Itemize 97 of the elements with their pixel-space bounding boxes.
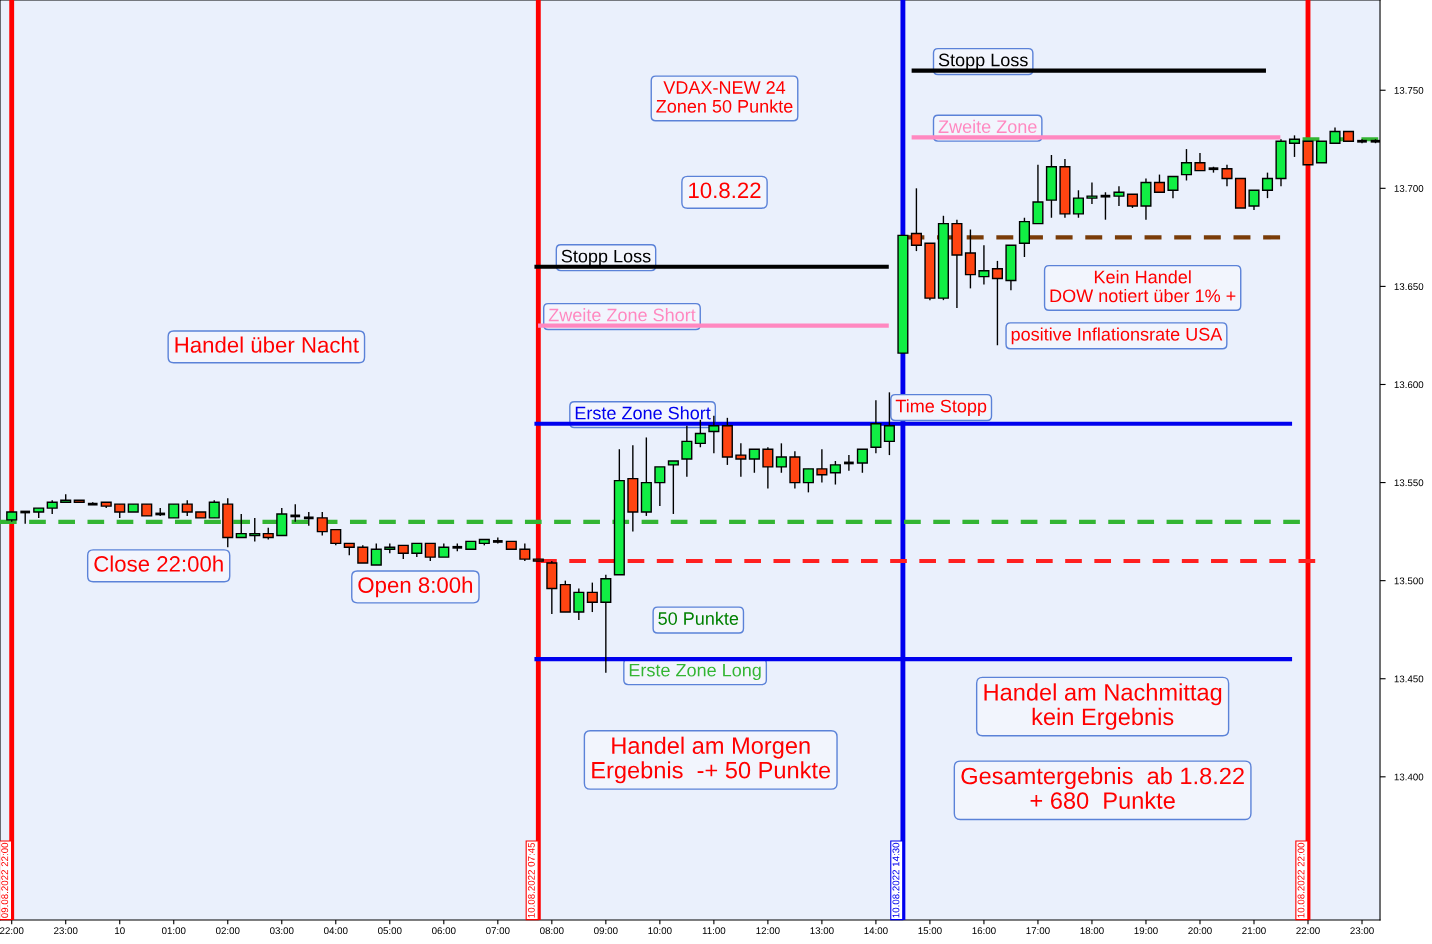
ref-line-label: 10.08.2022 22:00 [1297,842,1305,918]
candlestick [991,260,1003,346]
ref-line-label: 10.08.2022 07:45 [527,842,535,918]
ref-line-label: 10.08.2022 14:30 [892,842,900,918]
x-tick-label: 18:00 [1080,927,1104,935]
candlestick [870,399,882,454]
ref-line-label: 09.08.2022 22:00 [1,842,9,918]
annotation: VDAX-NEW 24 Zonen 50 Punkte [656,81,793,113]
candlestick [1018,217,1030,258]
x-tick-label: 23:00 [1350,927,1374,935]
x-tick-label: 03:00 [269,927,294,935]
x-tick-label: 04:00 [323,927,348,935]
annotation: Close 22:00h [94,555,223,572]
series-label: Erste Zone Long [629,663,761,681]
candlestick [1261,171,1274,199]
candlestick [1248,189,1260,211]
candlestick [235,513,247,539]
candlestick [883,391,895,456]
x-tick-label: 13:00 [810,927,834,935]
series-label: Zweite Zone [938,119,1037,134]
x-tick-label: 22:00 [0,927,24,935]
candlestick [964,228,976,290]
annotation: 50 Punkte [658,611,739,625]
candlestick [694,419,706,448]
candlestick [586,581,598,613]
candlestick [1099,191,1112,221]
x-tick-label: 08:00 [540,927,564,935]
y-tick-label: 13.750 [1394,86,1424,94]
candlestick [816,448,828,484]
x-tick-label: 19:00 [1134,927,1158,935]
x-tick-label: 14:00 [864,927,888,935]
annotation: Time Stopp [895,399,987,416]
y-tick-label: 13.650 [1394,283,1424,291]
candlestick [910,187,922,252]
y-tick-label: 13.400 [1394,773,1424,781]
candlestick [802,468,814,494]
annotation: 10.8.22 [689,182,761,199]
series-label: Zweite Zone Short [548,308,696,322]
candlestick [1140,177,1152,221]
x-tick-label: 12:00 [756,927,780,935]
annotation: Handel am Morgen Ergebnis -+ 50 Punkte [592,736,831,784]
candlestick [735,442,747,478]
candlestick [762,446,774,490]
annotation: Handel über Nacht [175,336,359,353]
candlestick [1302,140,1314,166]
y-tick-label: 13.700 [1394,185,1424,192]
candlestick [654,466,666,507]
x-tick-label: 22:00 [1296,927,1320,935]
annotation: positive Inflationsrate USA [1011,327,1223,345]
x-tick-label: 02:00 [215,927,240,935]
candlestick [1072,189,1085,219]
x-tick-label: 16:00 [972,927,996,935]
x-tick-label: 23:00 [54,927,78,935]
candlestick [1113,185,1125,207]
x-tick-label: 21:00 [1242,927,1266,935]
x-tick-label: 17:00 [1026,927,1050,935]
candlestick [370,542,382,566]
candlestick [667,460,679,515]
x-tick-label: 06:00 [432,927,456,935]
x-tick-label: 10 [115,927,125,935]
candlestick [978,244,990,286]
y-tick-label: 13.600 [1394,381,1424,389]
annotation: Handel am Nachmittag kein Ergebnis [984,683,1222,730]
candlestick [1288,134,1301,158]
candlestick [829,460,841,486]
candlestick [1221,164,1233,188]
x-tick-label: 09:00 [594,927,618,935]
candlestick [1032,164,1044,225]
candlestick [748,448,760,474]
series-label: Erste Zone Short [575,406,711,420]
x-tick-label: 15:00 [918,927,942,935]
y-tick-label: 13.550 [1394,479,1424,487]
candlestick [1315,140,1328,164]
candlestick [775,442,787,474]
x-tick-label: 01:00 [161,927,186,935]
series-label: Stopp Loss [938,53,1028,70]
x-tick-label: 20:00 [1188,927,1212,935]
series-label: Stopp Loss [561,249,651,267]
y-tick-label: 13.450 [1394,675,1424,683]
x-tick-label: 11:00 [702,927,726,935]
annotation: Open 8:00h [358,576,473,598]
x-tick-label: 10:00 [648,927,672,935]
candlestick [600,574,612,674]
x-tick-label: 07:00 [486,927,510,935]
candlestick [316,511,328,537]
candlestick [573,587,585,621]
candlestick [249,517,261,543]
candlestick [856,448,868,474]
y-tick-label: 13.500 [1394,577,1424,585]
candlestick [1167,175,1179,199]
candlestick [276,507,288,537]
x-tick-label: 05:00 [378,927,402,935]
annotation: Kein Handel DOW notiert über 1% + [1050,270,1236,303]
candlestick [1180,148,1193,182]
candlestick [681,424,693,478]
annotation: Gesamtergebnis ab 1.8.22 + 680 Punkte [961,767,1244,809]
candlestick [1086,181,1098,205]
